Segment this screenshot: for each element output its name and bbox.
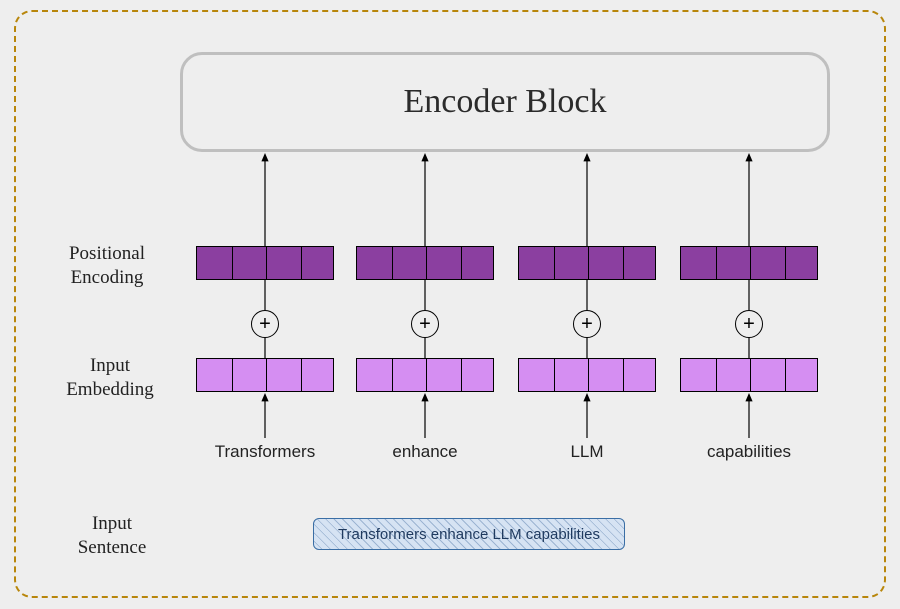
embedding-vector-2	[518, 358, 656, 392]
label-positional-line2: Encoding	[71, 267, 144, 288]
encoder-block-title: Encoder Block	[404, 83, 607, 121]
label-input-embedding: Input Embedding	[60, 354, 160, 402]
diagram-root: Encoder Block Positional Encoding Input …	[0, 0, 900, 609]
encoder-block-box: Encoder Block	[180, 52, 830, 152]
label-embedding-line1: Input	[90, 355, 130, 376]
input-sentence-text: Transformers enhance LLM capabilities	[338, 526, 600, 543]
label-embedding-line2: Embedding	[66, 379, 154, 400]
token-label-3: capabilities	[670, 442, 828, 462]
embedding-vector-0	[196, 358, 334, 392]
embedding-vector-3	[680, 358, 818, 392]
label-sentence-line2: Sentence	[78, 537, 147, 558]
positional-vector-1	[356, 246, 494, 280]
token-label-1: enhance	[346, 442, 504, 462]
positional-vector-2	[518, 246, 656, 280]
input-sentence-box: Transformers enhance LLM capabilities	[313, 518, 625, 550]
positional-vector-0	[196, 246, 334, 280]
plus-icon: +	[411, 310, 439, 338]
token-label-2: LLM	[508, 442, 666, 462]
plus-icon: +	[251, 310, 279, 338]
label-positional-line1: Positional	[69, 243, 145, 264]
label-input-sentence: Input Sentence	[62, 512, 162, 560]
plus-icon: +	[573, 310, 601, 338]
token-label-0: Transformers	[186, 442, 344, 462]
label-sentence-line1: Input	[92, 513, 132, 534]
embedding-vector-1	[356, 358, 494, 392]
label-positional-encoding: Positional Encoding	[52, 242, 162, 290]
positional-vector-3	[680, 246, 818, 280]
plus-icon: +	[735, 310, 763, 338]
